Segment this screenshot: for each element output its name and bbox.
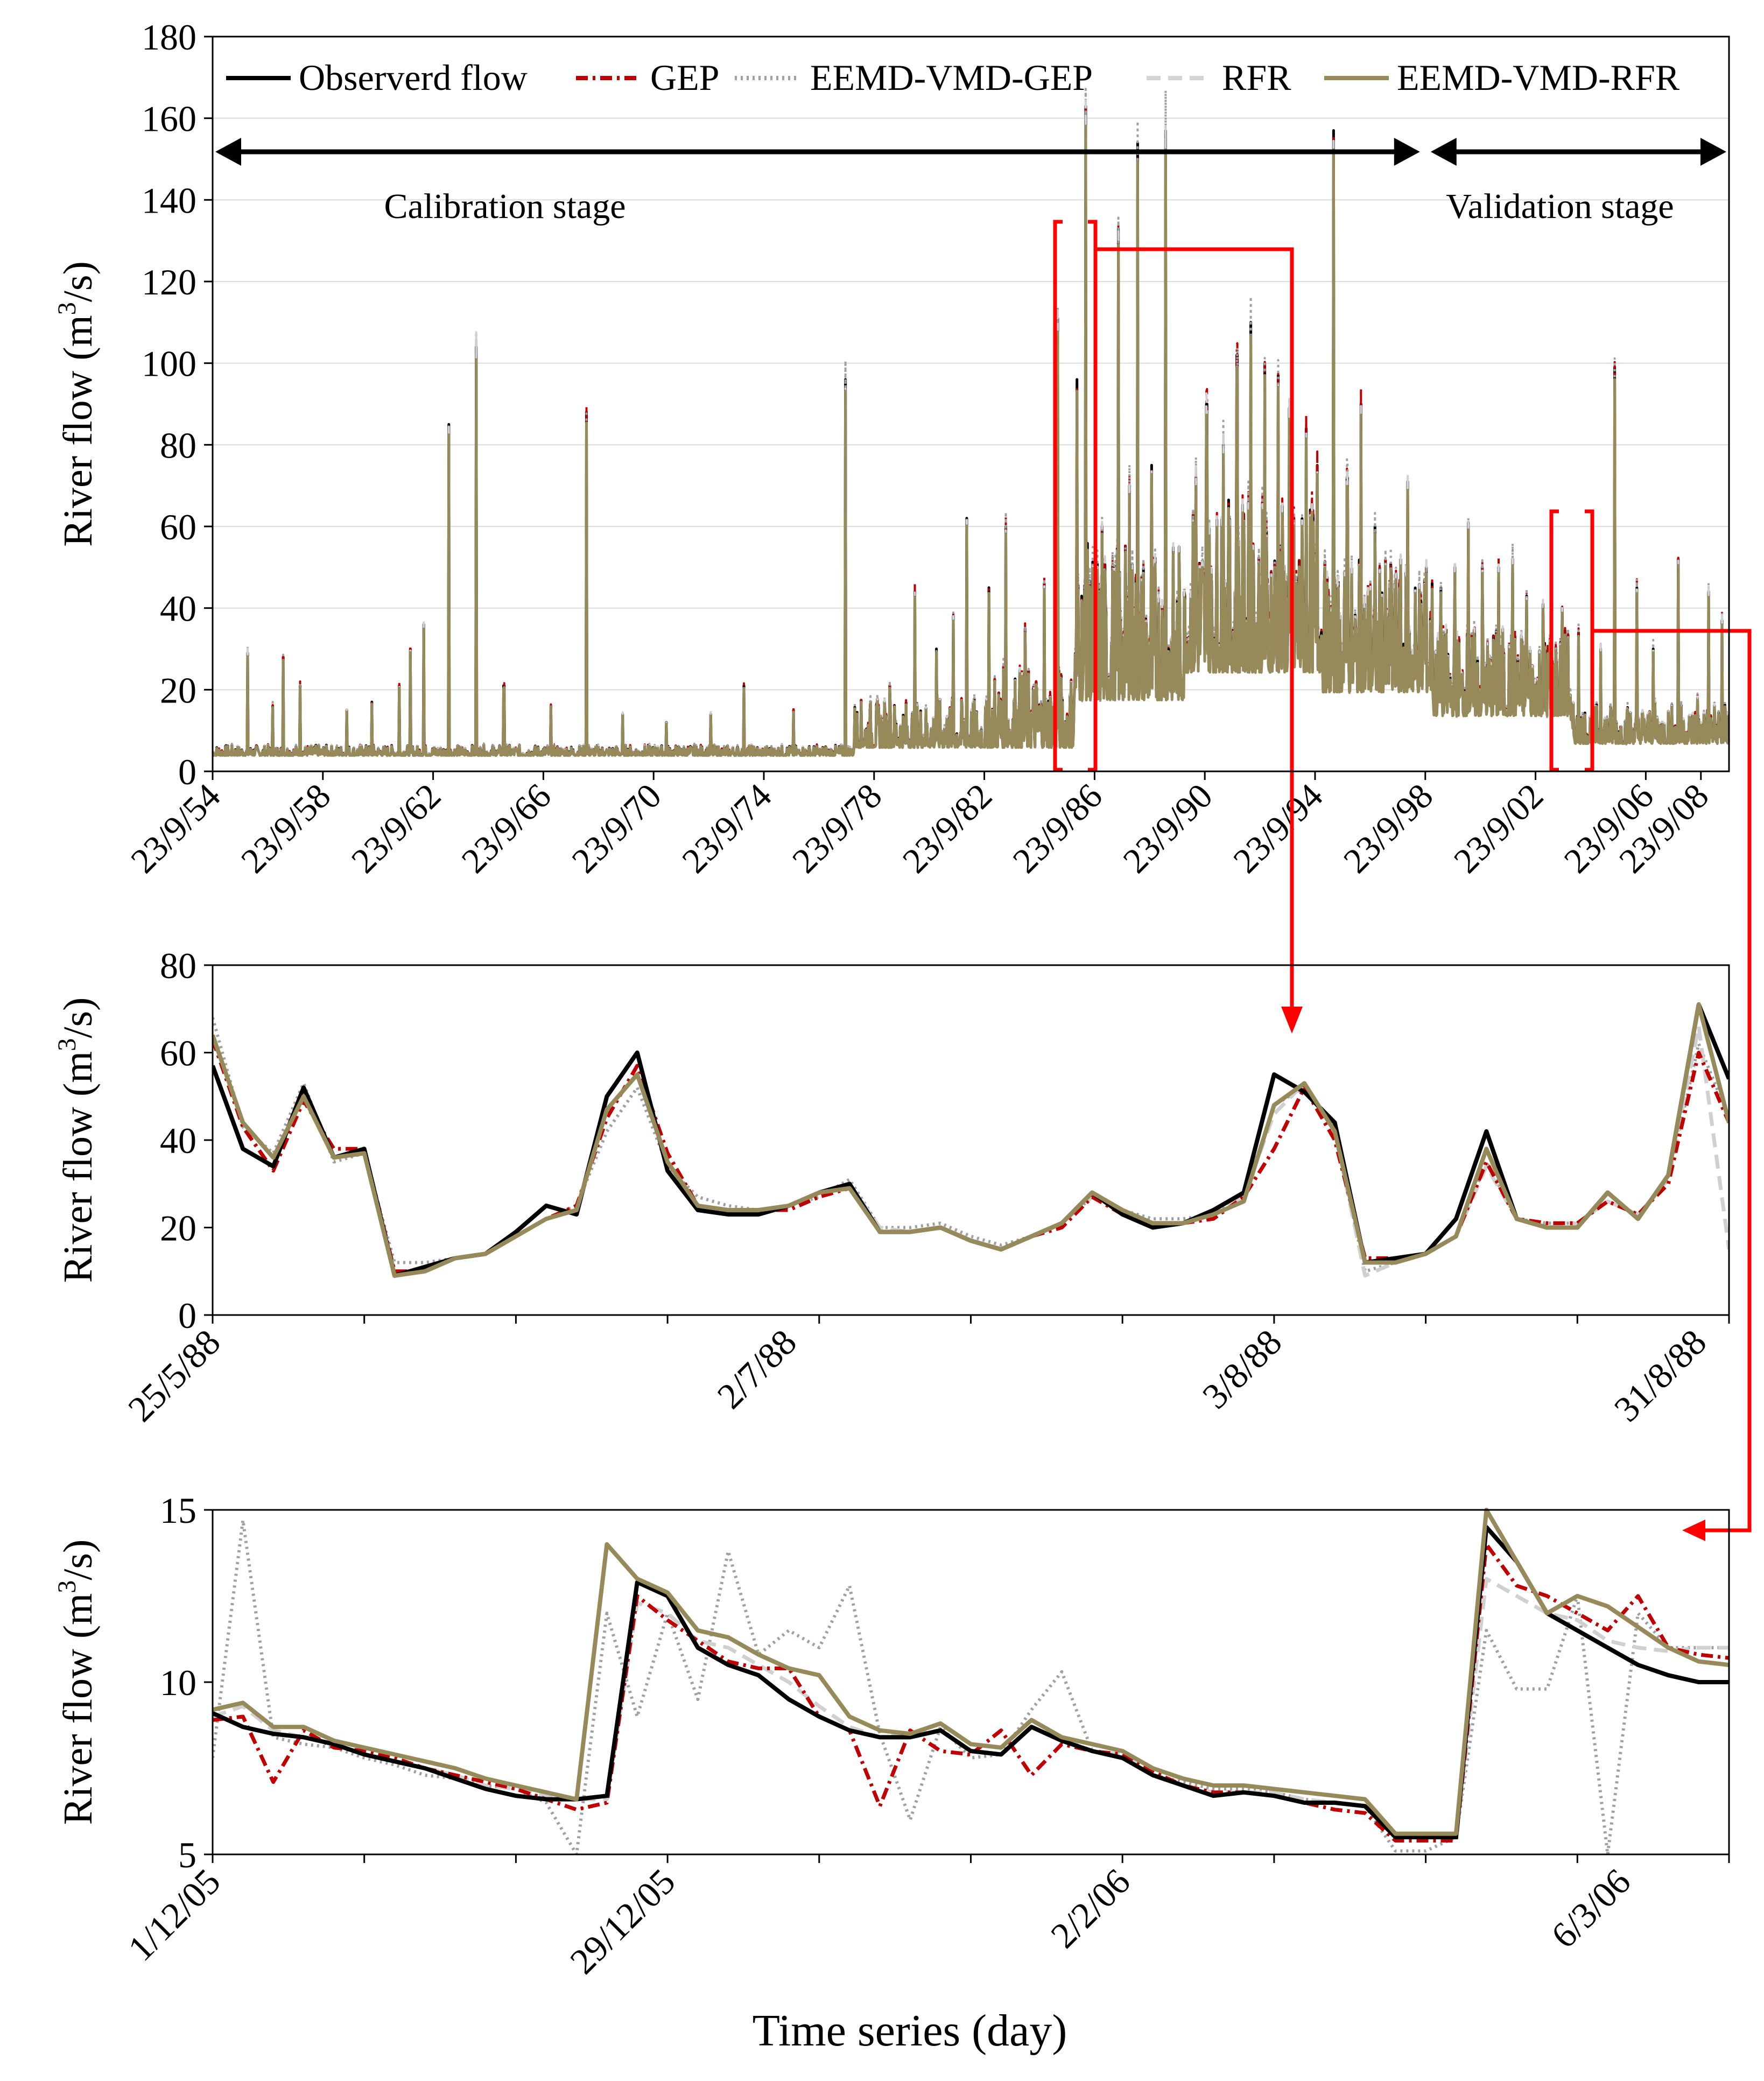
legend-label: EEMD-VMD-RFR	[1397, 57, 1680, 98]
y-tick-label: 120	[142, 262, 196, 303]
ylabel-main: River flow (m	[55, 1593, 101, 1825]
ylabel-main: River flow (m	[55, 1051, 101, 1283]
calibration-arrow	[215, 138, 1420, 166]
series-eemd-vmd-gep	[213, 1518, 1729, 1854]
x-tick-label: 29/12/05	[562, 1861, 683, 1982]
x-tick-label: 31/8/88	[1606, 1321, 1714, 1430]
series-eemd-vmd-rfr	[212, 124, 1731, 757]
ylabel-main: River flow (m	[55, 315, 101, 547]
zoom-bracket-left	[1549, 509, 1559, 772]
series-eemd-vmd-rfr	[213, 1002, 1729, 1278]
y-tick-label: 10	[160, 1662, 196, 1703]
x-tick-label: 23/9/86	[1006, 776, 1110, 881]
x-tick-label: 23/9/70	[565, 776, 669, 881]
ylabel-superscript: 3	[53, 1038, 81, 1051]
y-tick-label: 20	[160, 670, 196, 711]
legend: Observerd flow GEP EEMD-VMD-GEP RFR EEMD-VMD…	[226, 57, 1680, 98]
series-eemd-vmd-gep	[213, 1017, 1729, 1273]
zoom-bracket-left	[1053, 220, 1063, 772]
arrow-head-left	[1430, 138, 1457, 166]
y-tick-label: 0	[178, 1295, 196, 1336]
ylabel-tail: /s)	[55, 997, 101, 1038]
x-tick-label: 2/2/06	[1043, 1861, 1138, 1956]
x-tick-label: 23/9/78	[785, 776, 889, 881]
plot-frame	[212, 964, 1730, 1316]
x-tick-label: 1/12/05	[120, 1861, 228, 1969]
zoom-bracket-right	[1585, 509, 1594, 772]
y-tick-label: 140	[142, 180, 196, 221]
legend-item: RFR	[1147, 57, 1291, 98]
plot-frame	[212, 1509, 1730, 1855]
y-tick-label: 80	[160, 425, 196, 466]
y-tick-label: 60	[160, 507, 196, 547]
y-axis-label: River flow (m3/s)	[53, 261, 101, 547]
zoom-region-1	[1053, 220, 1098, 772]
x-tick-label: 3/8/88	[1194, 1321, 1290, 1417]
arrow-head-left	[215, 138, 241, 166]
x-tick-label: 2/7/88	[709, 1321, 804, 1417]
y-axis-label: River flow (m3/s)	[53, 1539, 101, 1825]
y-tick-label: 0	[178, 751, 196, 792]
x-axis-title: Time series (day)	[753, 2006, 1067, 2056]
ylabel-superscript: 3	[53, 1580, 81, 1593]
y-tick-label: 20	[160, 1208, 196, 1249]
ylabel-superscript: 3	[53, 302, 81, 315]
y-tick-label: 160	[142, 99, 196, 139]
legend-label: GEP	[650, 57, 719, 98]
zoom-arrow-head-1	[1281, 1007, 1303, 1034]
ylabel-tail: /s)	[55, 1539, 101, 1580]
x-tick-label: 6/3/06	[1543, 1861, 1639, 1956]
ylabel-tail: /s)	[55, 261, 101, 302]
calibration-stage-label: Calibration stage	[384, 187, 626, 226]
legend-item: EEMD-VMD-RFR	[1324, 57, 1680, 98]
x-tick-label: 23/9/98	[1336, 776, 1440, 881]
arrow-head-right	[1394, 138, 1420, 166]
x-tick-label: 23/9/54	[123, 776, 228, 881]
y-tick-label: 15	[160, 1490, 196, 1531]
x-tick-label: 25/5/88	[120, 1321, 228, 1430]
series-gep	[213, 1038, 1729, 1274]
series-observed-flow	[213, 1002, 1729, 1278]
y-axis-label: River flow (m3/s)	[53, 997, 101, 1283]
series-observed-flow	[213, 1525, 1729, 1839]
series-rfr	[213, 1024, 1729, 1278]
zoom-bracket-right	[1088, 220, 1098, 772]
arrow-head-right	[1700, 138, 1726, 166]
x-tick-label: 23/9/62	[344, 776, 448, 881]
x-tick-label: 23/9/02	[1446, 776, 1551, 881]
legend-item: GEP	[576, 57, 719, 98]
y-tick-label: 100	[142, 343, 196, 384]
validation-stage-label: Validation stage	[1446, 187, 1674, 226]
zoom-connector-1	[1095, 247, 1294, 1020]
y-tick-label: 40	[160, 1120, 196, 1161]
zoom-region-2	[1549, 509, 1594, 772]
series-rfr	[213, 1577, 1729, 1839]
y-tick-label: 40	[160, 588, 196, 629]
plot-frame	[212, 36, 1730, 772]
y-tick-label: 80	[160, 945, 196, 986]
legend-item: EEMD-VMD-GEP	[735, 57, 1093, 98]
y-tick-label: 5	[178, 1834, 196, 1875]
x-tick-label: 23/9/66	[454, 776, 559, 881]
x-tick-label: 23/9/90	[1116, 776, 1220, 881]
legend-label: EEMD-VMD-GEP	[810, 57, 1093, 98]
y-tick-label: 60	[160, 1033, 196, 1074]
x-tick-label: 23/9/82	[895, 776, 1000, 881]
x-tick-label: 23/9/74	[674, 776, 779, 881]
legend-label: RFR	[1222, 57, 1291, 98]
series-gep	[213, 1542, 1729, 1843]
zoom-connector-2	[1592, 629, 1752, 1532]
x-tick-label: 23/9/58	[234, 776, 338, 881]
zoom-arrow-head-2	[1682, 1520, 1705, 1541]
y-tick-label: 180	[142, 17, 196, 58]
legend-label: Observerd flow	[299, 57, 528, 98]
series-eemd-vmd-rfr	[213, 1508, 1729, 1836]
x-tick-label: 23/9/94	[1226, 776, 1330, 881]
legend-item: Observerd flow	[226, 57, 528, 98]
validation-arrow	[1430, 138, 1726, 166]
